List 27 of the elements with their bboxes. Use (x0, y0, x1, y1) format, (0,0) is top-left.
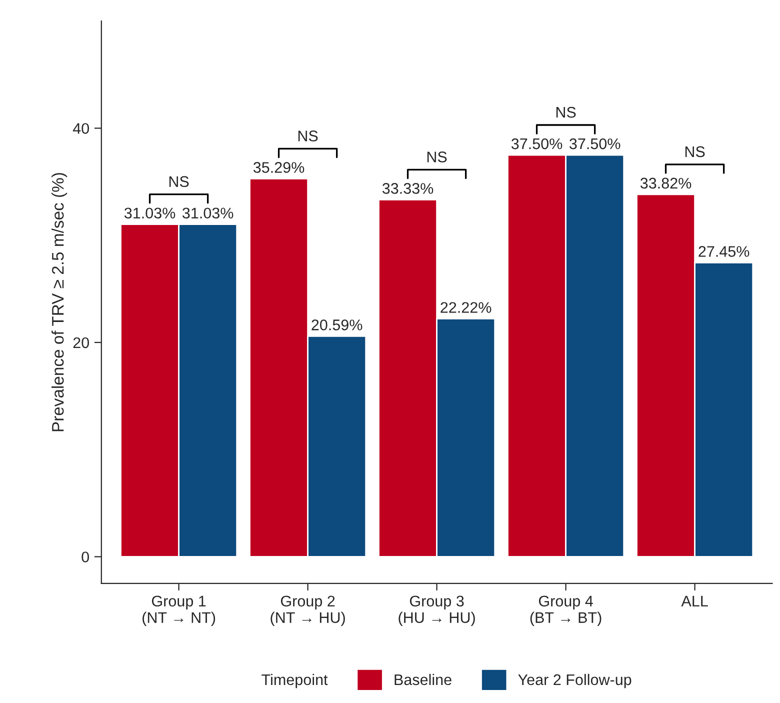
x-tick-label: ALL (681, 596, 708, 606)
y-tick-label: 0 (82, 552, 89, 562)
data-label: 33.33% (382, 183, 434, 194)
annotation: NS (169, 176, 189, 188)
annotation: NS (556, 106, 576, 118)
data-label: 37.50% (511, 138, 562, 150)
y-tick-label: 20 (73, 337, 89, 348)
data-label: 27.45% (698, 246, 750, 257)
y-axis-title: Prevalence of TRV ≥ 2.5 m/sec (%) (52, 173, 68, 432)
x-tick-label: Group 2 (NT → HU) (270, 596, 345, 626)
legend-title: Timepoint (262, 674, 328, 688)
data-label: 37.50% (570, 138, 620, 150)
annotation: NS (427, 152, 447, 162)
data-label: 22.22% (440, 302, 492, 313)
x-tick-label: Group 4 (BT → BT) (530, 596, 602, 626)
x-tick-label: Group 3 (HU → HU) (398, 596, 475, 626)
annotation: NS (298, 130, 318, 142)
annotation: NS (685, 146, 705, 158)
data-label: 31.03% (124, 208, 176, 219)
legend-label: Year 2 Follow-up (518, 674, 632, 688)
x-tick-label: Group 1 (NT → NT) (142, 596, 216, 626)
data-label: 33.82% (640, 178, 692, 189)
y-tick-label: 40 (72, 123, 89, 134)
legend-label: Baseline (394, 674, 452, 686)
data-label: 20.59% (312, 320, 362, 330)
data-label: 35.29% (253, 162, 304, 173)
data-label: 31.03% (182, 208, 234, 219)
